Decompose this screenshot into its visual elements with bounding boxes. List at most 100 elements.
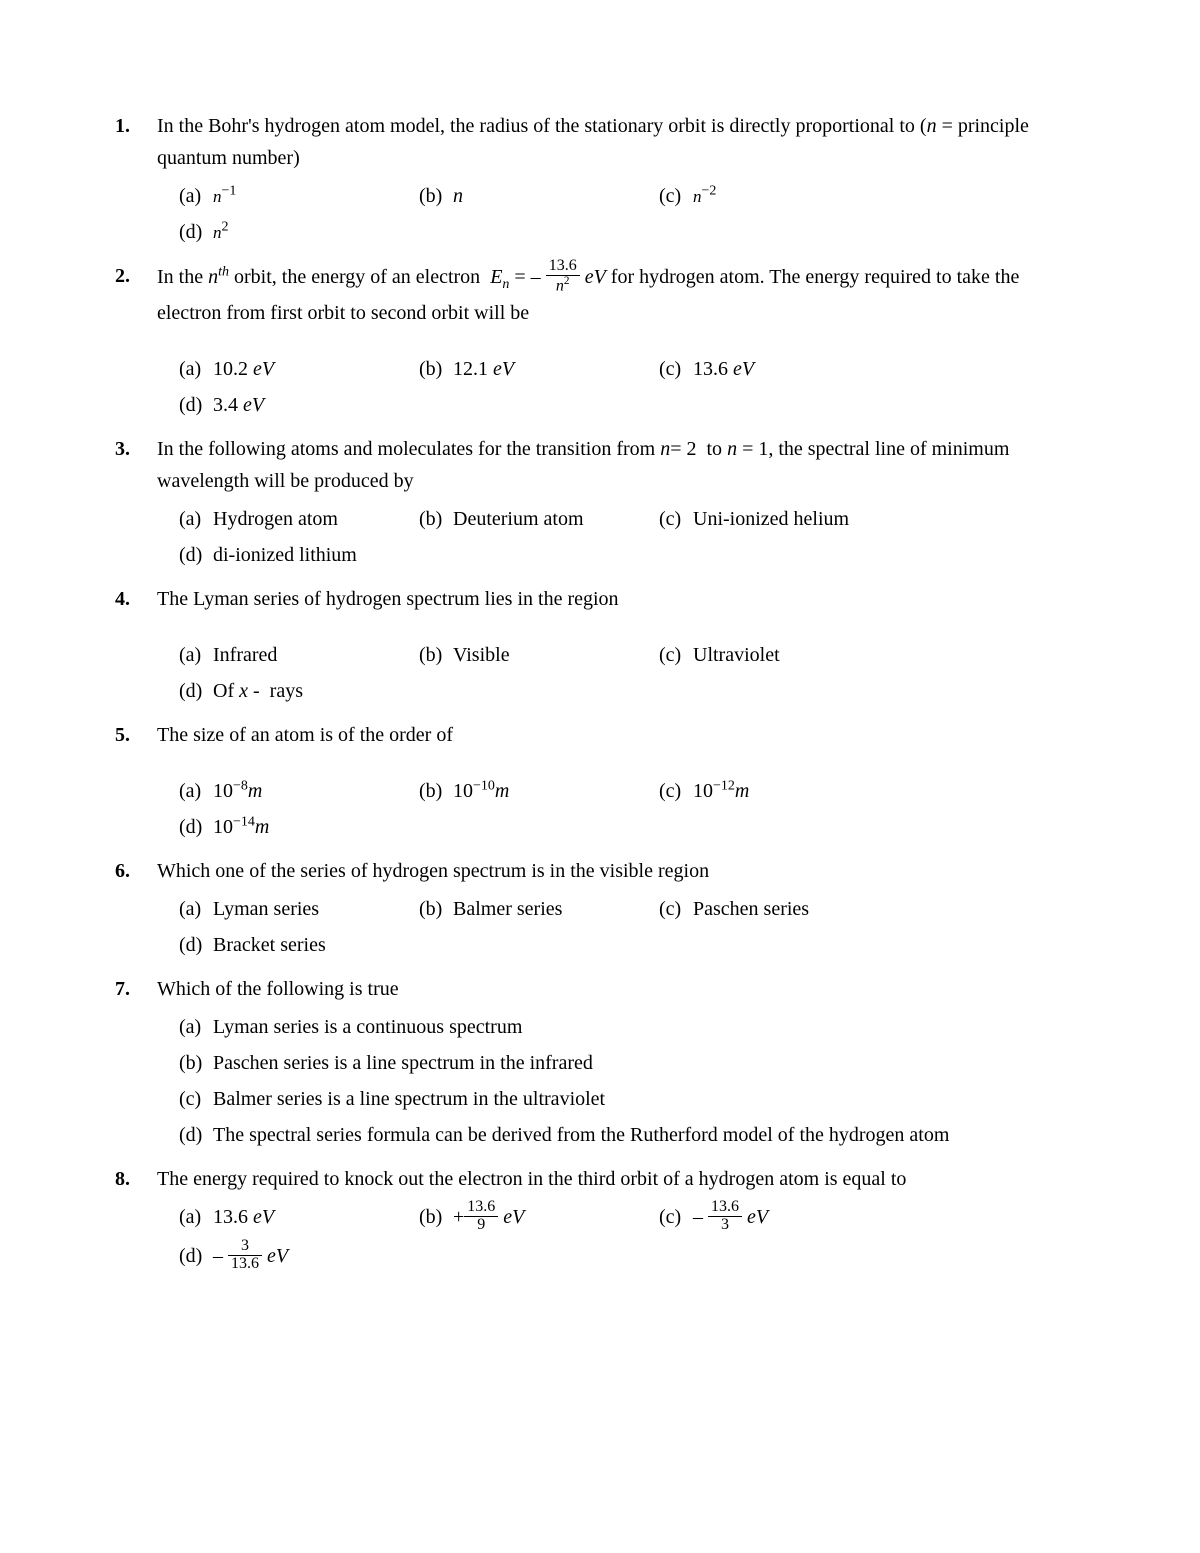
option-label: (c)	[659, 1201, 693, 1236]
option-label: (c)	[659, 503, 693, 535]
question-number: 4.	[115, 583, 157, 713]
option: (c)Uni-ionized helium	[659, 503, 899, 535]
option-label: (a)	[179, 1201, 213, 1236]
option-text: +13.69 eV	[453, 1201, 659, 1236]
option-text: – 13.63 eV	[693, 1201, 899, 1236]
question-item: 8.The energy required to knock out the e…	[115, 1163, 1085, 1280]
option: (b)+13.69 eV	[419, 1201, 659, 1236]
option-text: 10.2 eV	[213, 353, 419, 385]
option-label: (b)	[419, 639, 453, 671]
option-label: (a)	[179, 1011, 213, 1043]
option: (a)10−8m	[179, 775, 419, 807]
option-text: di-ionized lithium	[213, 539, 419, 571]
option: (a)Infrared	[179, 639, 419, 671]
option-label: (d)	[179, 811, 213, 843]
option-text: Paschen series is a line spectrum in the…	[213, 1047, 1085, 1079]
option-text: Lyman series	[213, 893, 419, 925]
question-number: 1.	[115, 110, 157, 254]
option-label: (b)	[419, 353, 453, 385]
option-label: (a)	[179, 503, 213, 535]
options-group: (a)Infrared(b)Visible(c)Ultraviolet(d)Of…	[157, 639, 1085, 711]
option-label: (c)	[659, 775, 693, 807]
question-item: 3.In the following atoms and moleculates…	[115, 433, 1085, 577]
question-item: 1.In the Bohr's hydrogen atom model, the…	[115, 110, 1085, 254]
option-label: (b)	[419, 503, 453, 535]
option: (d)n2	[179, 216, 419, 248]
option-label: (d)	[179, 1240, 213, 1275]
option: (c)10−12m	[659, 775, 899, 807]
question-body: The Lyman series of hydrogen spectrum li…	[157, 583, 1085, 713]
option-text: 12.1 eV	[453, 353, 659, 385]
option-text: 13.6 eV	[693, 353, 899, 385]
option: (b)n	[419, 180, 659, 212]
option: (d)3.4 eV	[179, 389, 419, 421]
options-group: (a)10.2 eV(b)12.1 eV(c)13.6 eV(d)3.4 eV	[157, 353, 1085, 425]
options-group: (a)10−8m(b)10−10m(c)10−12m (d)10−14m	[157, 775, 1085, 847]
option-text: Balmer series is a line spectrum in the …	[213, 1083, 1085, 1115]
option-text: Hydrogen atom	[213, 503, 419, 535]
question-number: 6.	[115, 855, 157, 967]
options-group: (a)Lyman series is a continuous spectrum…	[157, 1011, 1085, 1155]
option-text: 13.6 eV	[213, 1201, 419, 1236]
option: (a)Lyman series is a continuous spectrum	[179, 1011, 1085, 1043]
option-text: 10−8m	[213, 775, 419, 807]
option: (c)Paschen series	[659, 893, 899, 925]
option-label: (d)	[179, 539, 213, 571]
option-label: (b)	[179, 1047, 213, 1079]
option: (b)Visible	[419, 639, 659, 671]
options-group: (a)n−1(b)n(c)n−2(d)n2	[157, 180, 1085, 252]
option-text: 10−10m	[453, 775, 659, 807]
option: (b)12.1 eV	[419, 353, 659, 385]
option: (a)13.6 eV	[179, 1201, 419, 1236]
option-label: (d)	[179, 216, 213, 248]
option-label: (a)	[179, 893, 213, 925]
option: (c)n−2	[659, 180, 899, 212]
question-text: The Lyman series of hydrogen spectrum li…	[157, 583, 1085, 615]
option-label: (b)	[419, 893, 453, 925]
option: (d)10−14m	[179, 811, 419, 843]
spacer	[157, 335, 1085, 353]
option-label: (d)	[179, 675, 213, 707]
option-label: (d)	[179, 1119, 213, 1151]
question-number: 2.	[115, 260, 157, 427]
spacer	[157, 621, 1085, 639]
option: (b)Deuterium atom	[419, 503, 659, 535]
question-item: 2.In the nth orbit, the energy of an ele…	[115, 260, 1085, 427]
option-label: (c)	[179, 1083, 213, 1115]
option-text: 10−12m	[693, 775, 899, 807]
option-text: Infrared	[213, 639, 419, 671]
option-label: (b)	[419, 180, 453, 212]
option-label: (d)	[179, 929, 213, 961]
option: (c)Balmer series is a line spectrum in t…	[179, 1083, 1085, 1115]
option-label: (b)	[419, 1201, 453, 1236]
question-body: In the Bohr's hydrogen atom model, the r…	[157, 110, 1085, 254]
option-text: Balmer series	[453, 893, 659, 925]
option: (b)10−10m	[419, 775, 659, 807]
option: (d)The spectral series formula can be de…	[179, 1119, 1085, 1151]
question-item: 6.Which one of the series of hydrogen sp…	[115, 855, 1085, 967]
option-text: Paschen series	[693, 893, 899, 925]
question-text: Which of the following is true	[157, 973, 1085, 1005]
option: (b)Paschen series is a line spectrum in …	[179, 1047, 1085, 1079]
option-text: n	[453, 180, 659, 212]
option: (d)Bracket series	[179, 929, 419, 961]
question-number: 5.	[115, 719, 157, 849]
question-body: Which one of the series of hydrogen spec…	[157, 855, 1085, 967]
option: (d)Of x - rays	[179, 675, 419, 707]
option-label: (a)	[179, 775, 213, 807]
option: (d)di-ionized lithium	[179, 539, 419, 571]
option: (c)13.6 eV	[659, 353, 899, 385]
question-body: The energy required to knock out the ele…	[157, 1163, 1085, 1280]
option-text: n−2	[693, 180, 899, 212]
question-body: In the following atoms and moleculates f…	[157, 433, 1085, 577]
option-label: (c)	[659, 180, 693, 212]
question-number: 7.	[115, 973, 157, 1157]
options-group: (a)Hydrogen atom(b)Deuterium atom(c)Uni-…	[157, 503, 1085, 575]
option-text: Bracket series	[213, 929, 419, 961]
option-text: The spectral series formula can be deriv…	[213, 1119, 1085, 1151]
question-body: The size of an atom is of the order of(a…	[157, 719, 1085, 849]
option-text: n−1	[213, 180, 419, 212]
question-text: In the nth orbit, the energy of an elect…	[157, 260, 1085, 329]
option-label: (c)	[659, 353, 693, 385]
option: (a)Lyman series	[179, 893, 419, 925]
